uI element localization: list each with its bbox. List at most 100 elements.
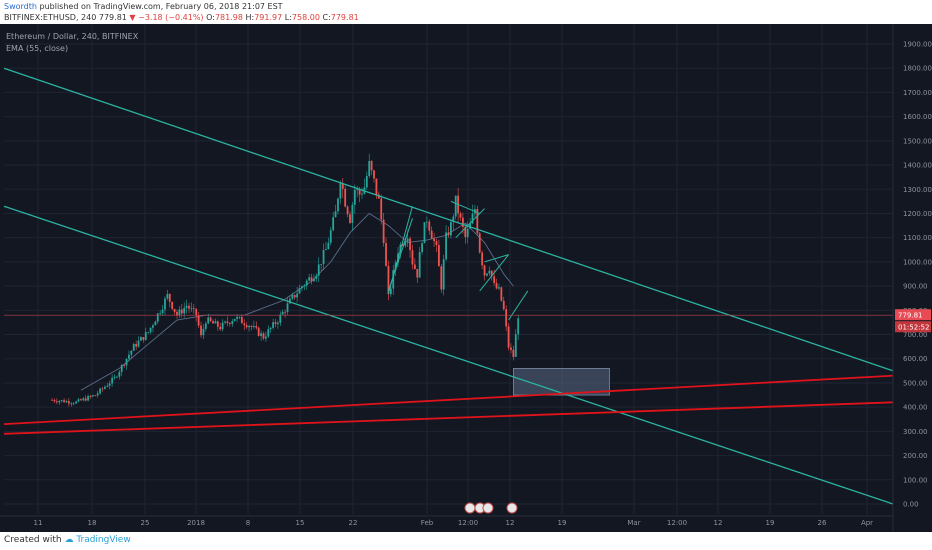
candle-body: [308, 277, 311, 281]
ohlc-open: 781.98: [214, 13, 243, 22]
candle-body: [392, 270, 395, 289]
x-tick-label: 11: [34, 519, 43, 527]
grid: [4, 24, 893, 514]
price-axis[interactable]: 0.00 100.00 200.00 300.00 400.00 500.00 600.00…: [892, 24, 932, 532]
publish-info: published on TradingView.com, February 0…: [39, 2, 283, 11]
candle-body: [433, 238, 435, 242]
candle-body: [101, 388, 104, 390]
candle-body: [123, 364, 126, 366]
ohlc-c-label: C:: [322, 13, 331, 22]
wedge-line: [455, 208, 485, 239]
chart-svg[interactable]: 0.00 100.00 200.00 300.00 400.00 500.00 600.00…: [0, 24, 932, 532]
candle-body: [450, 222, 452, 236]
candle-body: [240, 316, 243, 324]
candle-body: [140, 337, 142, 341]
event-markers: [464, 502, 518, 514]
y-tick-label: 1900.00: [903, 41, 932, 49]
x-tick-label: 18: [88, 519, 97, 527]
candle-body: [481, 252, 484, 266]
chart-pane[interactable]: 0.00 100.00 200.00 300.00 400.00 500.00 600.00…: [0, 24, 932, 532]
candle-body: [313, 278, 315, 282]
candle-body: [490, 270, 493, 277]
footer: Created with ☁ TradingView: [0, 532, 932, 550]
x-tick-label: 12:00: [667, 519, 687, 527]
candle-body: [207, 317, 210, 324]
candle-body: [418, 251, 421, 278]
candle-body: [79, 399, 82, 401]
footer-created: Created with: [4, 535, 62, 545]
candle-body: [67, 401, 70, 404]
candle-body: [437, 244, 440, 267]
candle-body: [425, 221, 428, 223]
candle-body: [507, 326, 510, 348]
candle-body: [488, 270, 491, 274]
candle-body: [99, 388, 102, 394]
x-tick-label: 26: [818, 519, 827, 527]
price-change: −3.18 (−0.41%): [138, 13, 204, 22]
last-price-tag: [895, 309, 931, 321]
candle-body: [327, 242, 330, 250]
flag-icon: [506, 502, 518, 514]
y-tick-label: 0.00: [903, 501, 919, 509]
candle-body: [272, 322, 275, 328]
footer-brand[interactable]: TradingView: [76, 535, 131, 545]
candle-body: [440, 266, 443, 290]
candle-body: [293, 294, 296, 298]
candle-body: [216, 321, 219, 327]
y-tick-label: 400.00: [903, 404, 928, 412]
candle-body: [209, 317, 212, 322]
chart-legend: Ethereum / Dollar, 240, BITFINEX EMA (55…: [6, 31, 138, 55]
legend-ema[interactable]: EMA (55, close): [6, 44, 69, 53]
channel-upper-line: [3, 67, 894, 372]
candle-body: [452, 216, 455, 223]
candle-body: [118, 371, 121, 377]
candle-body: [459, 213, 462, 218]
ema-55-line: [80, 212, 514, 391]
wedge-line: [479, 254, 509, 292]
y-tick-label: 600.00: [903, 355, 928, 363]
candle-body: [130, 350, 133, 355]
author-link[interactable]: Swordth: [4, 2, 37, 11]
countdown-tag: [895, 321, 931, 333]
candle-body: [277, 322, 279, 325]
candle-body: [373, 170, 375, 179]
candle-body: [53, 399, 56, 402]
candle-body: [389, 288, 392, 295]
candle-body: [200, 325, 202, 336]
candle-body: [243, 323, 246, 326]
candle-body: [116, 376, 118, 378]
time-axis[interactable]: 11 18 25 2018 8 15 22 Feb 12:00 12 19 Mar 12:00 12 19 2…: [0, 515, 893, 527]
candle-body: [286, 303, 289, 313]
candle-body: [495, 282, 498, 289]
candle-body: [176, 311, 178, 316]
candle-body: [96, 393, 99, 396]
candle-body: [416, 268, 419, 278]
candle-body: [346, 206, 349, 215]
candle-body: [274, 322, 277, 325]
candle-body: [195, 308, 198, 316]
candle-body: [428, 221, 431, 231]
candle-body: [344, 188, 347, 207]
candle-body: [125, 358, 128, 366]
candle-body: [510, 347, 512, 350]
candle-body: [173, 308, 176, 312]
y-tick-label: 1500.00: [903, 137, 932, 145]
candles: [51, 153, 520, 407]
candle-body: [250, 326, 253, 327]
flag-icon: [482, 502, 494, 514]
candle-body: [255, 326, 258, 328]
x-tick-label: 22: [349, 519, 358, 527]
candle-body: [226, 321, 229, 324]
candle-body: [411, 250, 414, 265]
candle-body: [245, 325, 248, 328]
symbol-line: BITFINEX:ETHUSD, 240 779.81 ▼ −3.18 (−0.…: [4, 13, 359, 22]
candle-body: [264, 336, 267, 339]
candle-body: [149, 327, 152, 333]
candle-body: [325, 249, 327, 251]
y-tick-label: 200.00: [903, 452, 928, 460]
candle-body: [358, 189, 361, 195]
candle-body: [183, 307, 186, 314]
publish-header: Swordth published on TradingView.com, Fe…: [0, 0, 932, 24]
candle-body: [238, 316, 241, 318]
candle-body: [289, 298, 291, 304]
